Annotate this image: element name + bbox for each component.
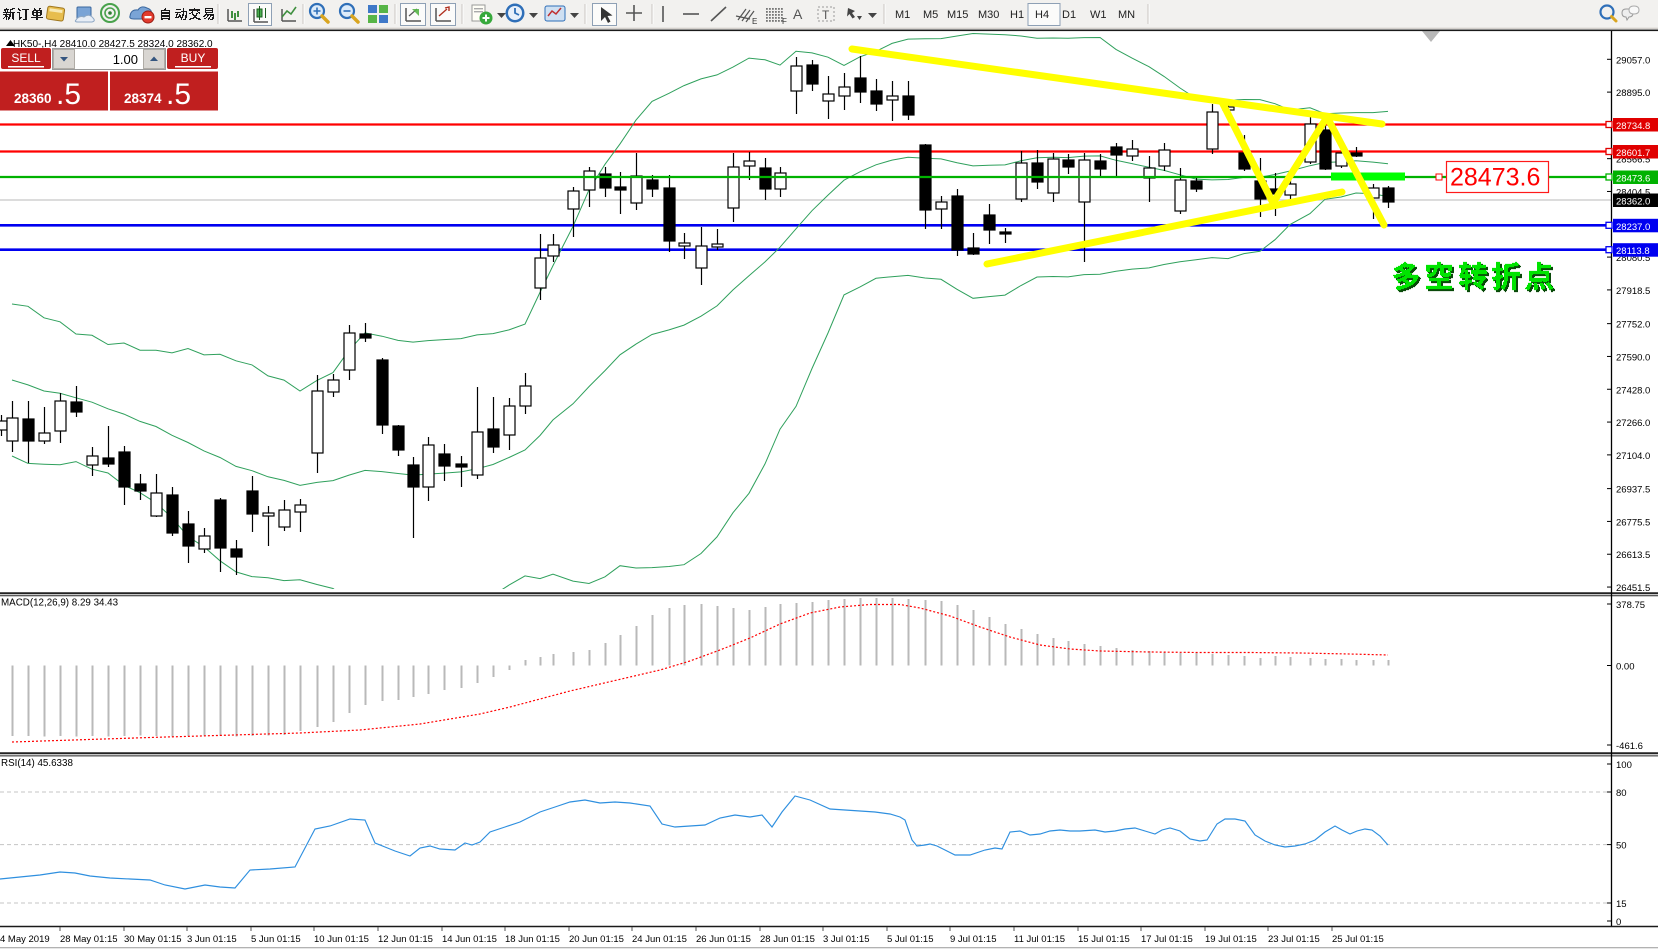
svg-text:10 Jun 01:15: 10 Jun 01:15: [314, 934, 369, 945]
svg-text:F: F: [782, 17, 787, 26]
svg-text:28404.5: 28404.5: [1616, 187, 1650, 198]
svg-text:BUY: BUY: [181, 51, 206, 65]
svg-text:28566.5: 28566.5: [1616, 155, 1650, 166]
svg-text:25 Jul 01:15: 25 Jul 01:15: [1332, 934, 1384, 945]
svg-text:SELL: SELL: [11, 51, 41, 65]
svg-text:18 Jun 01:15: 18 Jun 01:15: [505, 934, 560, 945]
svg-text:28 May 01:15: 28 May 01:15: [60, 934, 118, 945]
svg-text:9 Jul 01:15: 9 Jul 01:15: [950, 934, 996, 945]
svg-text:14 Jun 01:15: 14 Jun 01:15: [442, 934, 497, 945]
svg-text:27266.0: 27266.0: [1616, 418, 1650, 429]
svg-text:20 Jun 01:15: 20 Jun 01:15: [569, 934, 624, 945]
svg-text:-461.6: -461.6: [1616, 741, 1643, 752]
svg-text:T: T: [822, 8, 830, 22]
svg-text:80: 80: [1616, 788, 1627, 799]
svg-text:28113.8: 28113.8: [1616, 246, 1650, 257]
svg-text:0: 0: [1616, 917, 1621, 928]
svg-text:5 Jul 01:15: 5 Jul 01:15: [887, 934, 933, 945]
svg-text:15 Jul 01:15: 15 Jul 01:15: [1078, 934, 1130, 945]
svg-text:27104.0: 27104.0: [1616, 451, 1650, 462]
svg-text:17 Jul 01:15: 17 Jul 01:15: [1141, 934, 1193, 945]
svg-text:28895.0: 28895.0: [1616, 88, 1650, 99]
svg-text:E: E: [752, 17, 757, 26]
svg-text:28 Jun 01:15: 28 Jun 01:15: [760, 934, 815, 945]
svg-text:M5: M5: [923, 9, 938, 21]
svg-text:D1: D1: [1062, 9, 1076, 21]
svg-text:26451.5: 26451.5: [1616, 583, 1650, 594]
svg-text:W1: W1: [1090, 9, 1107, 21]
svg-text:100: 100: [1616, 760, 1632, 771]
svg-text:28374: 28374: [124, 91, 162, 106]
svg-text:28080.5: 28080.5: [1616, 253, 1650, 264]
svg-text:3 Jun 01:15: 3 Jun 01:15: [187, 934, 237, 945]
svg-text:28473.6: 28473.6: [1616, 174, 1650, 185]
svg-text:MACD(12,26,9) 8.29 34.43: MACD(12,26,9) 8.29 34.43: [1, 598, 119, 609]
svg-text:28473.6: 28473.6: [1450, 164, 1540, 192]
svg-text:5 Jun 01:15: 5 Jun 01:15: [251, 934, 301, 945]
svg-text:26 Jun 01:15: 26 Jun 01:15: [696, 934, 751, 945]
svg-text:378.75: 378.75: [1616, 600, 1645, 611]
svg-text:1.00: 1.00: [113, 52, 138, 67]
svg-text:.5: .5: [166, 78, 191, 111]
svg-text:H4: H4: [1035, 9, 1049, 21]
svg-text:MN: MN: [1118, 9, 1135, 21]
svg-text:A: A: [793, 6, 803, 22]
svg-text:4 May 2019: 4 May 2019: [0, 934, 50, 945]
svg-text:27752.0: 27752.0: [1616, 320, 1650, 331]
svg-text:0.00: 0.00: [1616, 662, 1635, 673]
svg-text:28601.7: 28601.7: [1616, 148, 1650, 159]
svg-text:M1: M1: [895, 9, 910, 21]
svg-text:28360: 28360: [14, 91, 52, 106]
svg-text:3 Jul 01:15: 3 Jul 01:15: [823, 934, 869, 945]
svg-text:12 Jun 01:15: 12 Jun 01:15: [378, 934, 433, 945]
svg-text:28237.0: 28237.0: [1616, 222, 1650, 233]
svg-text:H1: H1: [1010, 9, 1024, 21]
svg-text:26775.5: 26775.5: [1616, 517, 1650, 528]
svg-text:15: 15: [1616, 899, 1627, 910]
svg-text:24 Jun 01:15: 24 Jun 01:15: [632, 934, 687, 945]
svg-text:26937.5: 26937.5: [1616, 485, 1650, 496]
svg-text:28734.8: 28734.8: [1616, 121, 1650, 132]
svg-text:M30: M30: [978, 9, 999, 21]
svg-text:23 Jul 01:15: 23 Jul 01:15: [1268, 934, 1320, 945]
svg-text:26613.5: 26613.5: [1616, 550, 1650, 561]
svg-text:29057.0: 29057.0: [1616, 55, 1650, 66]
svg-text:.5: .5: [56, 78, 81, 111]
svg-text:19 Jul 01:15: 19 Jul 01:15: [1205, 934, 1257, 945]
svg-text:11 Jul 01:15: 11 Jul 01:15: [1014, 934, 1065, 945]
svg-text:27590.0: 27590.0: [1616, 352, 1650, 363]
svg-text:50: 50: [1616, 841, 1627, 852]
svg-text:27918.5: 27918.5: [1616, 286, 1650, 297]
svg-text:30 May 01:15: 30 May 01:15: [124, 934, 182, 945]
svg-text:HK50-,H4 28410.0 28427.5 2832: HK50-,H4 28410.0 28427.5 28324.0 28362.0: [13, 39, 213, 50]
svg-text:27428.0: 27428.0: [1616, 385, 1650, 396]
svg-text:RSI(14) 45.6338: RSI(14) 45.6338: [1, 758, 73, 769]
svg-text:M15: M15: [947, 9, 968, 21]
svg-text:28362.0: 28362.0: [1616, 197, 1650, 208]
